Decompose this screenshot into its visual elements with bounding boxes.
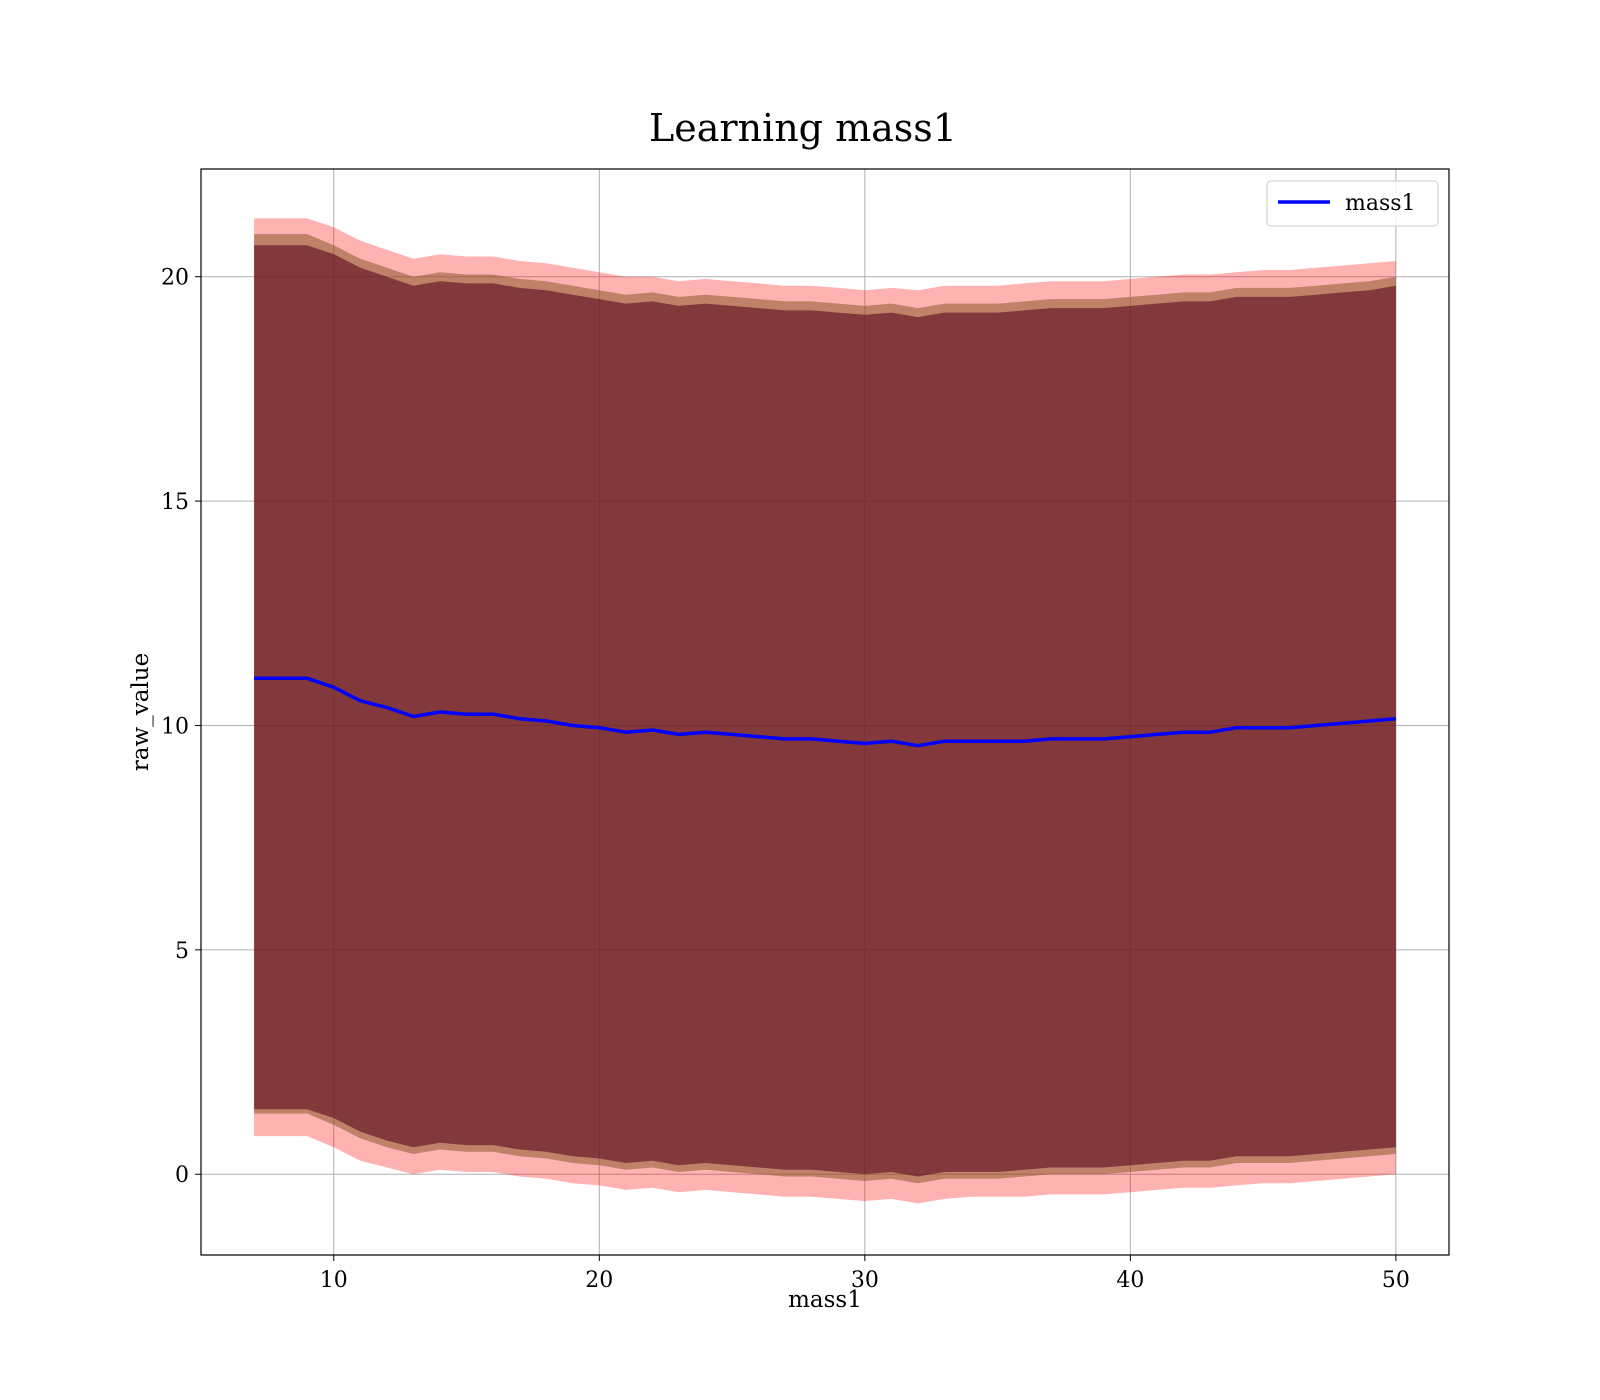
x-tick-label: 40 — [1116, 1268, 1144, 1293]
y-axis-label: raw_value — [128, 653, 154, 771]
confidence-bands — [254, 218, 1396, 1204]
x-tick-label: 20 — [585, 1268, 613, 1293]
y-tick-label: 20 — [161, 266, 189, 291]
x-axis-label: mass1 — [788, 1287, 862, 1313]
y-tick-label: 0 — [175, 1163, 189, 1188]
legend: mass1 — [1266, 180, 1439, 227]
band-inner — [254, 245, 1396, 1177]
y-tick-label: 10 — [161, 714, 189, 739]
legend-box — [1266, 180, 1439, 227]
y-tick-label: 5 — [175, 939, 189, 964]
x-tick-label: 10 — [320, 1268, 348, 1293]
x-tick-label: 30 — [851, 1268, 879, 1293]
series-lines — [254, 676, 1397, 748]
chart-title: Learning mass1 — [649, 106, 957, 150]
plot-frame — [200, 168, 1450, 1256]
legend-label-mass1: mass1 — [1345, 191, 1416, 216]
series-line-mass1 — [254, 676, 1397, 748]
x-tick-label: 50 — [1382, 1268, 1410, 1293]
y-tick-label: 15 — [161, 490, 189, 515]
axis-ticks: 10 20 30 40 50 0 5 10 15 20 — [161, 266, 1410, 1293]
